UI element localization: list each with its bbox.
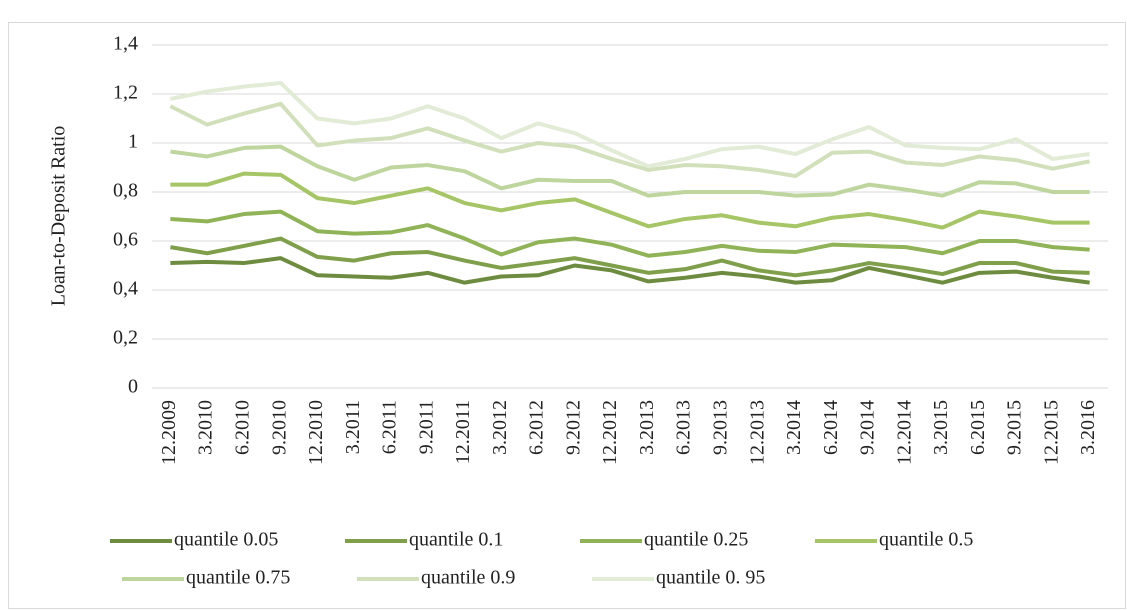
x-tick-label: 12.2011	[452, 400, 474, 464]
x-tick-label: 3.2014	[783, 400, 805, 455]
x-tick-label: 6.2014	[820, 400, 842, 455]
x-tick-label: 9.2010	[268, 400, 290, 455]
series-line	[170, 209, 1090, 258]
x-tick-label: 9.2012	[562, 400, 584, 455]
legend-label: quantile 0. 95	[656, 567, 765, 589]
x-tick-label: 12.2014	[893, 400, 915, 465]
y-tick-label: 1	[128, 131, 138, 153]
x-tick-label: 6.2013	[673, 400, 695, 455]
series-line	[170, 256, 1090, 285]
series-line	[170, 236, 1090, 278]
x-tick-label: 3.2010	[195, 400, 217, 455]
x-tick-label: 12.2012	[599, 400, 621, 465]
x-tick-label: 9.2013	[710, 400, 732, 455]
x-tick-label: 12.2013	[746, 400, 768, 465]
x-tick-label: 12.2015	[1040, 400, 1062, 465]
x-tick-label: 9.2014	[857, 400, 879, 455]
series-line	[170, 144, 1090, 198]
x-tick-label: 12.2009	[158, 400, 180, 465]
series-line	[169, 80, 1090, 169]
x-tick-label: 6.2010	[232, 400, 254, 455]
legend-label: quantile 0.9	[421, 567, 515, 589]
legend-label: quantile 0.1	[409, 529, 503, 551]
series-line	[170, 171, 1090, 230]
series-line	[169, 101, 1091, 179]
y-tick-label: 0,4	[113, 278, 138, 300]
x-tick-label: 6.2012	[526, 400, 548, 455]
legend-label: quantile 0.75	[186, 567, 290, 589]
x-tick-label: 6.2011	[379, 400, 401, 454]
x-tick-label: 3.2016	[1077, 400, 1099, 455]
y-tick-label: 0	[128, 376, 138, 398]
legend-label: quantile 0.25	[644, 529, 748, 551]
x-tick-label: 6.2015	[967, 400, 989, 455]
x-tick-label: 3.2015	[930, 400, 952, 455]
y-tick-label: 0,6	[113, 229, 138, 251]
x-tick-label: 9.2011	[415, 400, 437, 454]
legend-label: quantile 0.05	[174, 529, 278, 551]
x-tick-label: 3.2012	[489, 400, 511, 455]
x-tick-label: 12.2010	[305, 400, 327, 465]
y-tick-label: 1,4	[113, 33, 138, 55]
legend-label: quantile 0.5	[879, 529, 973, 551]
x-tick-label: 3.2013	[636, 400, 658, 455]
y-tick-label: 0,8	[113, 180, 138, 202]
y-tick-label: 1,2	[113, 82, 138, 104]
x-tick-label: 9.2015	[1004, 400, 1026, 455]
x-tick-label: 3.2011	[342, 400, 364, 454]
y-axis-label: Loan-to-Deposit Ratio	[48, 126, 70, 307]
y-tick-label: 0,2	[113, 327, 138, 349]
